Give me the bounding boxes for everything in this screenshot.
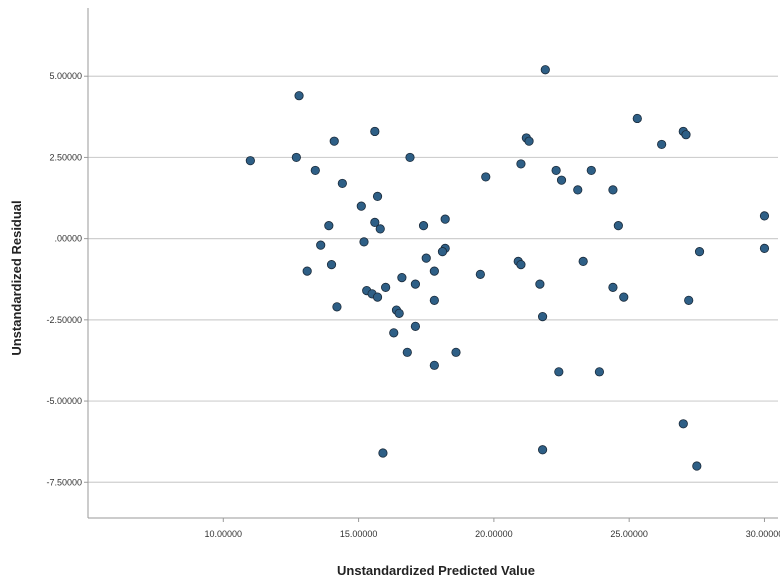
data-point — [326, 260, 337, 270]
y-tick-label: 5.00000 — [49, 71, 82, 81]
data-point — [332, 302, 342, 312]
data-point — [381, 282, 391, 292]
x-axis-title: Unstandardized Predicted Value — [337, 563, 535, 578]
data-point — [608, 185, 618, 195]
data-point — [440, 214, 450, 224]
data-point — [372, 292, 383, 302]
data-point — [594, 367, 605, 377]
data-point — [372, 191, 383, 202]
y-axis-title: Unstandardized Residual — [9, 200, 24, 355]
data-point — [537, 445, 548, 455]
data-point — [694, 247, 705, 257]
data-point — [586, 165, 596, 176]
data-point — [481, 172, 491, 182]
data-point — [692, 461, 702, 471]
data-point — [556, 175, 567, 185]
data-point — [291, 152, 301, 163]
data-point — [429, 266, 439, 276]
data-point — [657, 139, 667, 150]
x-tick-label: 15.00000 — [340, 529, 378, 539]
data-point — [302, 266, 312, 276]
data-point — [324, 221, 334, 231]
data-point — [370, 217, 380, 227]
data-point — [554, 367, 564, 377]
y-tick-label: 2.50000 — [49, 152, 82, 162]
data-point — [394, 308, 404, 318]
data-points — [245, 65, 770, 471]
x-tick-label: 10.00000 — [205, 529, 243, 539]
data-point — [337, 178, 347, 189]
data-point — [759, 211, 770, 221]
x-tick-label: 30.00000 — [746, 529, 780, 539]
data-point — [524, 136, 534, 146]
data-point — [759, 243, 770, 253]
y-tick-label: -2.50000 — [46, 315, 82, 325]
data-point — [389, 328, 399, 338]
data-point — [451, 347, 461, 357]
data-point — [359, 237, 369, 247]
data-point — [516, 260, 526, 270]
x-tick-label: 25.00000 — [610, 529, 648, 539]
data-point — [632, 113, 642, 124]
data-point — [316, 240, 326, 250]
data-point — [619, 292, 629, 302]
data-point — [613, 221, 623, 231]
data-point — [681, 130, 691, 140]
data-point — [310, 165, 320, 176]
gridlines — [88, 75, 778, 483]
data-point — [294, 91, 304, 101]
data-point — [375, 224, 385, 234]
data-point — [678, 419, 688, 429]
data-point — [516, 159, 526, 169]
data-point — [405, 152, 415, 163]
data-point — [397, 273, 407, 283]
data-point — [573, 185, 583, 195]
data-point — [429, 360, 439, 370]
data-point — [437, 247, 448, 257]
tick-labels: 5.00000 2.50000 .00000 -2.50000 -5.00000 -7.5… — [46, 71, 780, 539]
data-point — [421, 253, 431, 263]
data-point — [537, 311, 548, 322]
data-point — [551, 165, 561, 176]
data-point — [429, 295, 439, 305]
data-point — [356, 201, 366, 211]
y-tick-label: -7.50000 — [46, 477, 82, 487]
axes — [84, 8, 778, 522]
data-point — [245, 156, 255, 166]
data-point — [578, 256, 588, 266]
data-point — [378, 448, 388, 458]
data-point — [329, 136, 339, 146]
data-point — [402, 347, 412, 357]
data-point — [684, 295, 694, 305]
data-point — [410, 279, 421, 289]
y-tick-label: .00000 — [54, 234, 82, 244]
x-tick-label: 20.00000 — [475, 529, 513, 539]
data-point — [418, 221, 429, 231]
data-point — [535, 279, 545, 289]
data-point — [410, 321, 421, 331]
data-point — [370, 126, 380, 137]
data-point — [540, 65, 550, 75]
y-tick-label: -5.00000 — [46, 396, 82, 406]
data-point — [475, 269, 485, 279]
data-point — [608, 282, 618, 292]
